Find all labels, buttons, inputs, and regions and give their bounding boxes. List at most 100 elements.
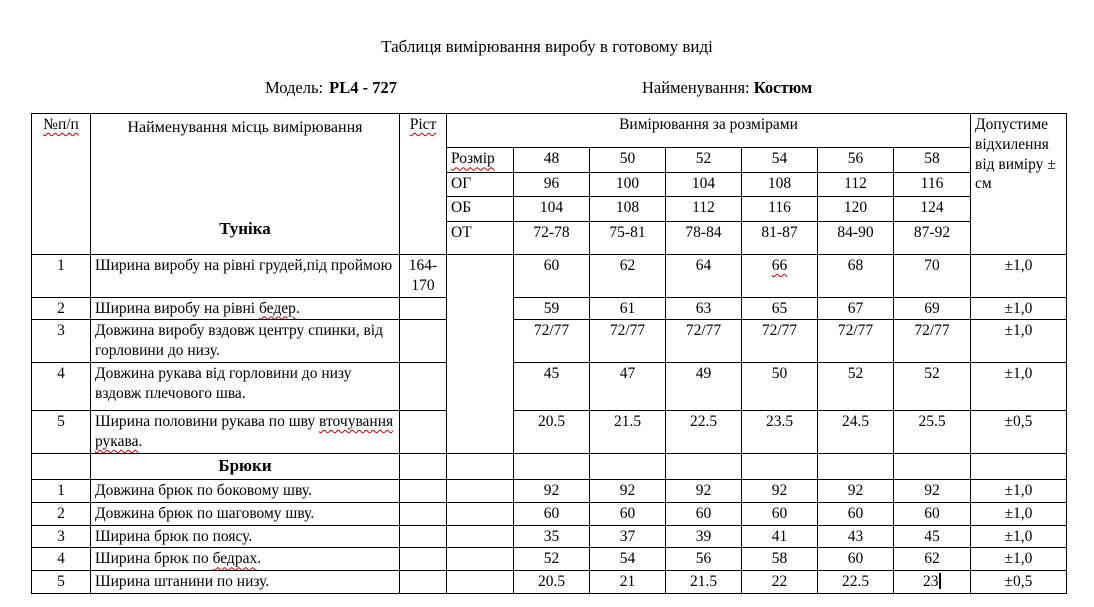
row-number: 1 bbox=[31, 478, 91, 503]
cell-value: 39 bbox=[665, 524, 742, 549]
cell-value: 37 bbox=[589, 524, 666, 549]
size-value: 108 bbox=[589, 196, 666, 222]
empty-cell bbox=[589, 452, 666, 480]
size-value: 112 bbox=[817, 171, 894, 198]
cell-value: 20.5 bbox=[513, 570, 590, 595]
cell-value: 92 bbox=[817, 478, 894, 503]
size-value: 58 bbox=[893, 147, 971, 173]
header-place-cell: Найменування місць вимірювання Туніка bbox=[90, 113, 400, 255]
rist-value bbox=[399, 319, 447, 364]
cell-value: 92 bbox=[893, 478, 971, 503]
tolerance-value: ±1,0 bbox=[970, 524, 1067, 549]
row-number: 5 bbox=[31, 410, 91, 454]
name-label: Найменування: bbox=[642, 78, 750, 97]
size-value: 108 bbox=[741, 171, 818, 198]
measure-name: Ширина половини рукава по шву вточування… bbox=[90, 410, 400, 454]
cell-value: 35 bbox=[513, 524, 590, 549]
document-title: Таблиця вимірювання виробу в готовому ви… bbox=[381, 37, 713, 56]
cell-value: 22.5 bbox=[665, 410, 742, 454]
cell-value: 41 bbox=[741, 524, 818, 549]
rist-value bbox=[399, 362, 447, 412]
header-tolerance: Допустиме відхилення від виміру ± см bbox=[970, 113, 1067, 255]
cell-value: 72/77 bbox=[893, 319, 971, 364]
size-value: 116 bbox=[741, 196, 818, 222]
row-number: 4 bbox=[31, 362, 91, 412]
table-row: 5 Ширина половини рукава по шву вточуван… bbox=[31, 410, 1067, 454]
cell-value: 22.5 bbox=[817, 570, 894, 595]
size-value: 50 bbox=[589, 147, 666, 173]
size-row: ОГ 96 100 104 108 112 116 bbox=[32, 171, 1067, 198]
name-value: Костюм bbox=[753, 78, 813, 97]
size-value: 72-78 bbox=[513, 220, 590, 256]
rist-value: 164-170 bbox=[399, 254, 447, 298]
size-value: 116 bbox=[893, 171, 971, 198]
empty-cell bbox=[31, 452, 91, 480]
tolerance-value: ±1,0 bbox=[970, 547, 1067, 572]
empty-cell bbox=[893, 452, 971, 480]
rist-value bbox=[399, 547, 447, 572]
cell-value: 60 bbox=[513, 254, 590, 298]
cell-value: 25.5 bbox=[893, 410, 971, 454]
cell-value: 21.5 bbox=[589, 410, 666, 454]
measure-name: Довжина брюк по боковому шву. bbox=[90, 478, 400, 503]
size-row-label: ОТ bbox=[446, 220, 514, 256]
size-row: ОБ 104 108 112 116 120 124 bbox=[32, 196, 1067, 222]
size-row-label: ОГ bbox=[446, 171, 514, 198]
size-value: 100 bbox=[589, 171, 666, 198]
cell-value: 49 bbox=[665, 362, 742, 412]
measure-name: Довжина рукава від горловини до низу взд… bbox=[90, 362, 400, 412]
spacer-cell bbox=[446, 501, 514, 526]
measure-name: Довжина виробу вздовж центру спинки, від… bbox=[90, 319, 400, 364]
rist-value bbox=[399, 570, 447, 595]
rist-value bbox=[399, 296, 447, 321]
size-value: 56 bbox=[817, 147, 894, 173]
row-number: 5 bbox=[31, 570, 91, 595]
cell-value: 62 bbox=[589, 254, 666, 298]
size-row: Розмір 48 50 52 54 56 58 bbox=[32, 147, 1067, 173]
cell-value: 67 bbox=[817, 296, 894, 321]
empty-cell bbox=[741, 452, 818, 480]
cell-value: 24.5 bbox=[817, 410, 894, 454]
header-place: Найменування місць вимірювання bbox=[127, 119, 363, 136]
table-row: 3 Ширина брюк по поясу. 35 37 39 41 43 4… bbox=[31, 524, 1067, 549]
measure-name: Ширина виробу на рівні грудей,під проймо… bbox=[90, 254, 400, 298]
cell-value: 60 bbox=[817, 501, 894, 526]
spacer-cell bbox=[446, 478, 514, 503]
rist-value bbox=[399, 524, 447, 549]
table-row: 3 Довжина виробу вздовж центру спинки, в… bbox=[31, 319, 1067, 364]
cell-value: 59 bbox=[513, 296, 590, 321]
table-header-row: №п/п Найменування місць вимірювання Туні… bbox=[31, 112, 1067, 255]
size-value: 75-81 bbox=[589, 220, 666, 256]
cell-value: 60 bbox=[589, 501, 666, 526]
size-row-label: Розмір bbox=[446, 147, 514, 173]
cell-value: 72/77 bbox=[589, 319, 666, 364]
spacer-cell bbox=[446, 547, 514, 572]
cell-value: 66 bbox=[741, 254, 818, 298]
tolerance-value: ±0,5 bbox=[970, 410, 1067, 454]
cell-value: 60 bbox=[817, 547, 894, 572]
empty-cell bbox=[399, 452, 447, 480]
row-number: 4 bbox=[31, 547, 91, 572]
cell-value: 23.5 bbox=[741, 410, 818, 454]
rist-value bbox=[399, 410, 447, 454]
cell-value: 69 bbox=[893, 296, 971, 321]
cell-value: 52 bbox=[817, 362, 894, 412]
cell-value: 92 bbox=[741, 478, 818, 503]
cell-value: 60 bbox=[741, 501, 818, 526]
empty-cell bbox=[513, 452, 590, 480]
table-row: 4 Довжина рукава від горловини до низу в… bbox=[31, 362, 1067, 412]
empty-cell bbox=[446, 452, 514, 480]
cell-value: 21 bbox=[589, 570, 666, 595]
measure-name: Ширина виробу на рівні бедер. bbox=[90, 296, 400, 321]
row-number: 3 bbox=[31, 524, 91, 549]
cell-value: 62 bbox=[893, 547, 971, 572]
cell-with-cursor[interactable]: 23 bbox=[893, 570, 971, 595]
model-value: PL4 - 727 bbox=[329, 78, 397, 97]
cell-value: 43 bbox=[817, 524, 894, 549]
empty-cell bbox=[817, 452, 894, 480]
rist-value bbox=[399, 501, 447, 526]
empty-cell bbox=[665, 452, 742, 480]
header-rist: Ріст bbox=[399, 113, 447, 255]
cell-value: 52 bbox=[513, 547, 590, 572]
size-value: 48 bbox=[513, 147, 590, 173]
